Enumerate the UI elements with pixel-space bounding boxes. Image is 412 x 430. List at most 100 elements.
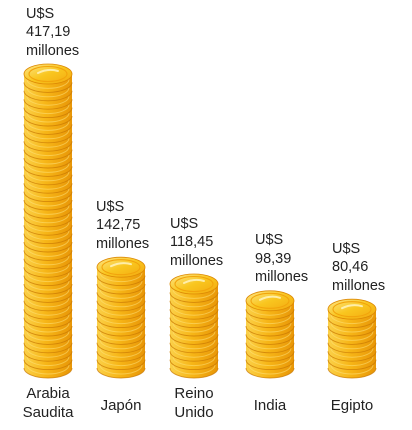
coin-rim-highlight (26, 121, 70, 131)
coin-stack-arabia-saudita (23, 63, 73, 379)
coin-rim (23, 157, 73, 169)
coin-rim (23, 149, 73, 161)
value-label-arabia-saudita: U$S 417,19 millones (26, 5, 79, 61)
coin-rim (327, 359, 377, 371)
coin-rim (23, 115, 73, 127)
category-label-egipto: Egipto (331, 396, 374, 415)
coin-rim (23, 342, 73, 354)
coin-top-shine (183, 278, 205, 284)
coin-rim-highlight (26, 112, 70, 123)
coin-rim (23, 241, 73, 253)
coin-stack-egipto (327, 298, 377, 379)
category-label-japon: Japón (101, 396, 142, 415)
coin-rim-highlight (99, 280, 143, 291)
coin-rim (23, 283, 73, 295)
coin-stack-reino-unido (169, 273, 219, 379)
coin-rim (96, 325, 146, 337)
category-label-arabia-saudita: Arabia Saudita (23, 384, 74, 422)
coin-rim (245, 359, 295, 371)
coin-rim (169, 334, 219, 345)
value-amount: 417,19 (26, 24, 71, 40)
coin-rim (327, 351, 377, 362)
coin-rim-highlight (26, 188, 70, 199)
coin-rim (23, 166, 73, 177)
coin-rim-highlight (99, 322, 143, 333)
coin-rim-highlight (172, 339, 216, 350)
coin-rim-highlight (26, 314, 70, 325)
coin-rim (23, 225, 73, 236)
coin-rim (23, 132, 73, 144)
coin-rim (23, 359, 73, 371)
coin-rim (96, 275, 146, 287)
coin-rim-highlight (330, 331, 374, 341)
coin-rim-highlight (248, 314, 292, 325)
coin-rim (23, 258, 73, 270)
coin-rim (23, 317, 73, 329)
coin-rim-highlight (26, 322, 70, 333)
coin-rim-highlight (172, 297, 216, 308)
coin-rim-highlight (26, 331, 70, 341)
coin-rim (23, 325, 73, 337)
coin-rim-highlight (172, 314, 216, 325)
coin-rim-highlight (248, 306, 292, 316)
coin-rim-highlight (26, 205, 70, 215)
value-unit: millones (255, 269, 309, 286)
coin-rim (169, 317, 219, 329)
coin-rim-highlight (26, 306, 70, 316)
coin-rim (23, 233, 73, 245)
coin-rim (23, 208, 73, 219)
coin-rim (23, 199, 73, 211)
category-line: Unido (174, 404, 214, 421)
coin-rim (245, 334, 295, 345)
coin-rim (96, 300, 146, 312)
coin-rim (169, 351, 219, 362)
coin-rim (23, 124, 73, 135)
coin-rim-highlight (172, 322, 216, 333)
coin-rim-highlight (26, 180, 70, 190)
coin-rim-highlight (330, 314, 374, 325)
coin-rim-highlight (26, 222, 70, 232)
value-amount: 80,46 (332, 259, 369, 276)
coin-rim-highlight (330, 339, 374, 350)
coin-rim (23, 334, 73, 345)
coin-rim-highlight (26, 247, 70, 257)
value-label-egipto: U$S 80,46 millones (332, 240, 385, 296)
value-unit: millones (26, 42, 80, 59)
coin-top-face (245, 290, 295, 312)
coin-rim-highlight (172, 306, 216, 316)
coin-top-shine (259, 295, 281, 301)
coin-rim-highlight (248, 356, 292, 367)
coin-rim-highlight (99, 331, 143, 341)
coin-stack-body (170, 284, 218, 378)
coin-rim-highlight (99, 272, 143, 283)
value-currency: U$S (332, 240, 361, 257)
coin-top-inner-ring (28, 65, 68, 83)
coin-stack-body (97, 267, 145, 378)
coin-rim (169, 300, 219, 312)
coin-rim (23, 107, 73, 119)
coin-rim (327, 342, 377, 354)
coin-rim (96, 292, 146, 303)
coin-rim-highlight (99, 356, 143, 367)
coin-top-face (327, 298, 377, 320)
coin-rim-highlight (330, 356, 374, 367)
coin-rim-highlight (248, 339, 292, 350)
coin-rim-highlight (26, 163, 70, 173)
coin-top-inner-ring (250, 292, 290, 309)
coin-rim-highlight (26, 96, 70, 106)
coin-rim (327, 325, 377, 337)
category-label-india: India (254, 396, 287, 415)
coin-rim (23, 267, 73, 278)
coin-rim (23, 309, 73, 320)
coin-rim (96, 351, 146, 362)
coin-rim (23, 99, 73, 110)
value-label-india: U$S 98,39 millones (255, 231, 308, 287)
coin-rim (245, 309, 295, 320)
coin-rim-highlight (99, 314, 143, 325)
coin-rim (169, 359, 219, 371)
coin-rim-highlight (99, 339, 143, 350)
coin-rim-highlight (172, 331, 216, 341)
value-currency: U$S (96, 198, 125, 215)
coin-rim (169, 325, 219, 337)
coin-rim-highlight (330, 348, 374, 358)
